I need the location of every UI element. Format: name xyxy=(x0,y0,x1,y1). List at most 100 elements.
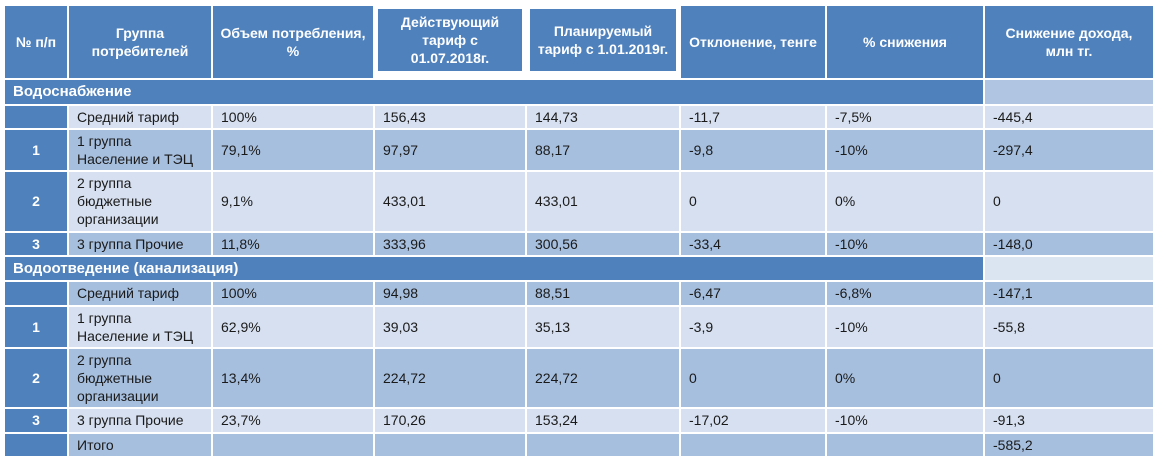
cell-income-reduction: -147,1 xyxy=(985,282,1153,305)
section-title: Водоотведение (канализация) xyxy=(5,256,983,281)
cell-group: 2 группа бюджетные организации xyxy=(69,348,211,408)
cell-planned-tariff: 35,13 xyxy=(527,306,679,347)
cell-planned-tariff: 144,73 xyxy=(527,105,679,128)
cell-planned-tariff: 88,17 xyxy=(527,129,679,171)
cell-volume xyxy=(213,433,373,456)
col-header-planned-tariff: Планируемый тариф с 1.01.2019г. xyxy=(527,6,679,78)
table-body: Водоснабжение Средний тариф 100% 156,43 … xyxy=(5,80,1153,456)
section-spacer-cell xyxy=(985,80,1153,104)
cell-planned-tariff xyxy=(527,433,679,456)
cell-reduction-percent: 0% xyxy=(827,172,983,231)
cell-volume: 9,1% xyxy=(213,172,373,231)
cell-income-reduction: 0 xyxy=(985,348,1153,408)
tariff-table: № п/п Группа потребителей Объем потребле… xyxy=(3,4,1155,458)
cell-volume: 100% xyxy=(213,105,373,128)
cell-current-tariff: 433,01 xyxy=(375,172,525,231)
cell-reduction-percent: -10% xyxy=(827,409,983,432)
cell-volume: 23,7% xyxy=(213,409,373,432)
col-header-volume: Объем потребления, % xyxy=(213,6,373,78)
cell-reduction-percent xyxy=(827,433,983,456)
cell-income-reduction: 0 xyxy=(985,172,1153,231)
cell-income-reduction: -297,4 xyxy=(985,129,1153,171)
cell-planned-tariff: 153,24 xyxy=(527,409,679,432)
total-value: -585,2 xyxy=(985,433,1153,456)
cell-group: 3 группа Прочие xyxy=(69,409,211,432)
cell-reduction-percent: -6,8% xyxy=(827,282,983,305)
col-header-income-reduction: Снижение дохода, млн тг. xyxy=(985,6,1153,78)
cell-volume: 62,9% xyxy=(213,306,373,347)
cell-group: Средний тариф xyxy=(69,105,211,128)
cell-num: 3 xyxy=(5,409,67,432)
cell-deviation: 0 xyxy=(681,348,825,408)
cell-deviation: -11,7 xyxy=(681,105,825,128)
cell-current-tariff: 170,26 xyxy=(375,409,525,432)
cell-income-reduction: -148,0 xyxy=(985,232,1153,255)
cell-current-tariff xyxy=(375,433,525,456)
cell-deviation: -3,9 xyxy=(681,306,825,347)
section-header-water-supply: Водоснабжение xyxy=(5,80,1153,104)
cell-reduction-percent: -10% xyxy=(827,232,983,255)
col-header-current-tariff: Действующий тариф с 01.07.2018г. xyxy=(375,6,525,78)
col-header-reduction-percent: % снижения xyxy=(827,6,983,78)
cell-num: 1 xyxy=(5,306,67,347)
section-spacer-cell xyxy=(985,256,1153,281)
cell-num: 1 xyxy=(5,129,67,171)
cell-num: 2 xyxy=(5,172,67,231)
section-title: Водоснабжение xyxy=(5,80,983,104)
cell-group: Средний тариф xyxy=(69,282,211,305)
cell-num xyxy=(5,282,67,305)
table-row: Средний тариф 100% 156,43 144,73 -11,7 -… xyxy=(5,105,1153,128)
col-header-deviation: Отклонение, тенге xyxy=(681,6,825,78)
table-row: Средний тариф 100% 94,98 88,51 -6,47 -6,… xyxy=(5,282,1153,305)
cell-num xyxy=(5,433,67,456)
cell-group: 2 группа бюджетные организации xyxy=(69,172,211,231)
cell-reduction-percent: -7,5% xyxy=(827,105,983,128)
cell-planned-tariff: 433,01 xyxy=(527,172,679,231)
cell-current-tariff: 39,03 xyxy=(375,306,525,347)
cell-deviation xyxy=(681,433,825,456)
table-row: 3 3 группа Прочие 23,7% 170,26 153,24 -1… xyxy=(5,409,1153,432)
cell-planned-tariff: 88,51 xyxy=(527,282,679,305)
total-row: Итого -585,2 xyxy=(5,433,1153,456)
cell-income-reduction: -445,4 xyxy=(985,105,1153,128)
cell-planned-tariff: 300,56 xyxy=(527,232,679,255)
table-header: № п/п Группа потребителей Объем потребле… xyxy=(5,6,1153,78)
cell-volume: 11,8% xyxy=(213,232,373,255)
cell-deviation: -9,8 xyxy=(681,129,825,171)
col-header-group: Группа потребителей xyxy=(69,6,211,78)
cell-income-reduction: -91,3 xyxy=(985,409,1153,432)
cell-deviation: -6,47 xyxy=(681,282,825,305)
cell-current-tariff: 97,97 xyxy=(375,129,525,171)
cell-group: 1 группа Население и ТЭЦ xyxy=(69,129,211,171)
cell-volume: 100% xyxy=(213,282,373,305)
cell-num xyxy=(5,105,67,128)
table-row: 1 1 группа Население и ТЭЦ 62,9% 39,03 3… xyxy=(5,306,1153,347)
cell-deviation: 0 xyxy=(681,172,825,231)
cell-group: 3 группа Прочие xyxy=(69,232,211,255)
cell-current-tariff: 224,72 xyxy=(375,348,525,408)
section-header-sewerage: Водоотведение (канализация) xyxy=(5,256,1153,281)
cell-volume: 79,1% xyxy=(213,129,373,171)
cell-deviation: -17,02 xyxy=(681,409,825,432)
cell-reduction-percent: -10% xyxy=(827,129,983,171)
cell-num: 3 xyxy=(5,232,67,255)
table-row: 3 3 группа Прочие 11,8% 333,96 300,56 -3… xyxy=(5,232,1153,255)
cell-current-tariff: 156,43 xyxy=(375,105,525,128)
cell-income-reduction: -55,8 xyxy=(985,306,1153,347)
cell-volume: 13,4% xyxy=(213,348,373,408)
cell-group: 1 группа Население и ТЭЦ xyxy=(69,306,211,347)
cell-reduction-percent: 0% xyxy=(827,348,983,408)
cell-current-tariff: 333,96 xyxy=(375,232,525,255)
cell-deviation: -33,4 xyxy=(681,232,825,255)
col-header-num: № п/п xyxy=(5,6,67,78)
cell-num: 2 xyxy=(5,348,67,408)
total-label: Итого xyxy=(69,433,211,456)
cell-reduction-percent: -10% xyxy=(827,306,983,347)
cell-current-tariff: 94,98 xyxy=(375,282,525,305)
table-row: 2 2 группа бюджетные организации 13,4% 2… xyxy=(5,348,1153,408)
cell-planned-tariff: 224,72 xyxy=(527,348,679,408)
table-row: 2 2 группа бюджетные организации 9,1% 43… xyxy=(5,172,1153,231)
header-row: № п/п Группа потребителей Объем потребле… xyxy=(5,6,1153,78)
table-row: 1 1 группа Население и ТЭЦ 79,1% 97,97 8… xyxy=(5,129,1153,171)
